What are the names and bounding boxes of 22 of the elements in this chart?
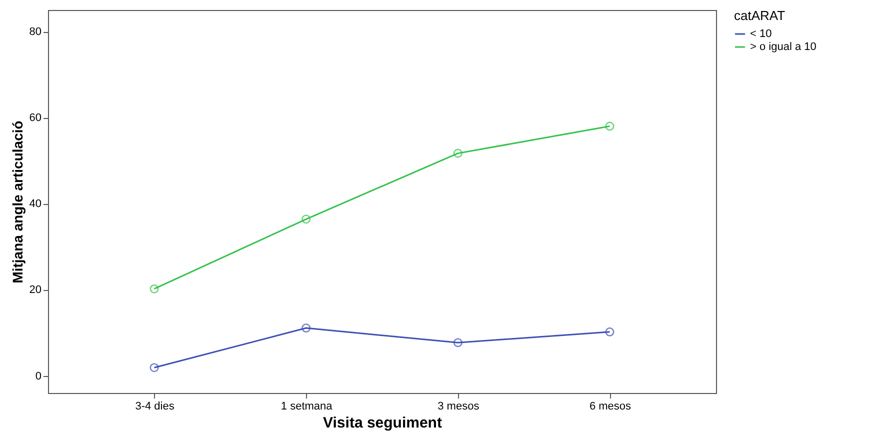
- point: [302, 324, 311, 333]
- y-tick-label: 60: [29, 112, 42, 124]
- x-tick-label: 1 setmana: [280, 400, 334, 412]
- y-tick-label: 40: [29, 198, 42, 210]
- point: [605, 327, 614, 336]
- legend-label: < 10: [750, 28, 772, 40]
- point: [150, 284, 159, 294]
- point: [453, 338, 462, 348]
- x-tick-label: 3-4 dies: [135, 400, 175, 412]
- y-tick-label: 80: [29, 26, 42, 38]
- x-axis-title: Visita seguiment: [323, 414, 442, 432]
- point: [302, 214, 311, 224]
- x-tick-label: 6 mesos: [589, 400, 632, 412]
- x-tick-label: 3 mesos: [438, 400, 480, 412]
- y-axis-title: Mitjana angle articulació: [9, 120, 26, 284]
- point: [453, 148, 462, 158]
- y-tick-label: 0: [35, 370, 42, 382]
- point: [605, 122, 614, 131]
- legend-label: > o igual a 10: [750, 41, 816, 53]
- point: [150, 363, 159, 372]
- y-tick-label: 20: [29, 284, 42, 296]
- legend-title: catARAT: [734, 8, 786, 23]
